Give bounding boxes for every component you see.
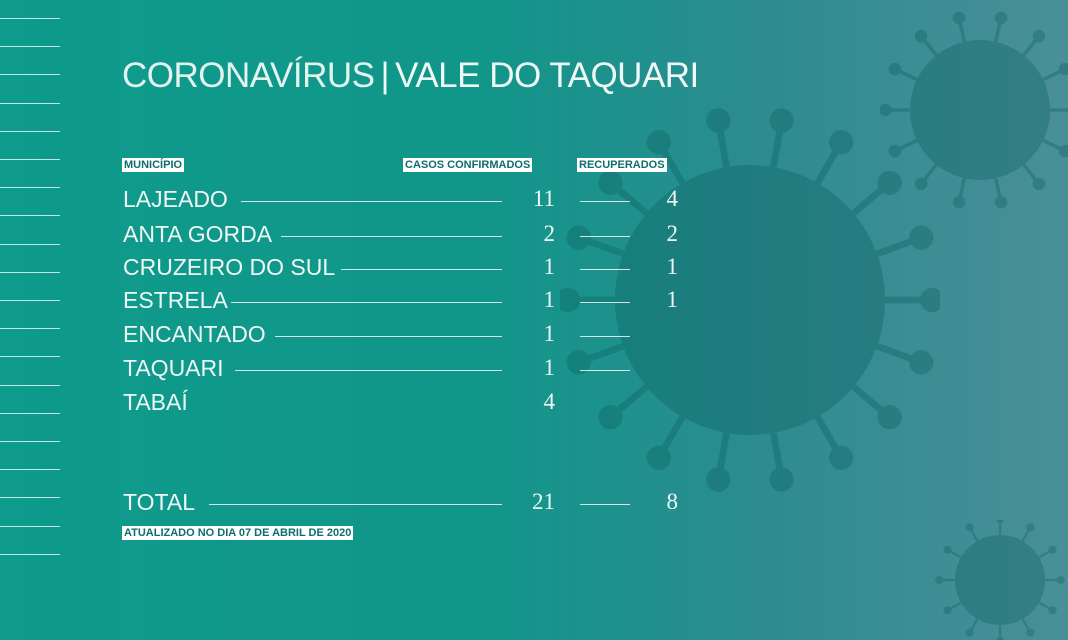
casos-confirmados: 1 [543, 355, 556, 380]
municipio-name: ENCANTADO [123, 321, 266, 347]
table-row: ESTRELA 1 1 [123, 287, 678, 317]
municipio-name: ESTRELA [123, 287, 228, 313]
divider-line [580, 302, 630, 303]
stripe [0, 497, 60, 499]
stripe [0, 243, 60, 245]
stripe [0, 18, 60, 19]
stripe [0, 328, 60, 330]
title-part1: CORONAVÍRUS [122, 56, 375, 95]
stripe [0, 384, 60, 386]
stripe [0, 130, 60, 132]
stripe [0, 46, 60, 48]
stripe [0, 102, 60, 104]
municipio-name: TAQUARI [123, 355, 224, 381]
stripe [0, 159, 60, 160]
recuperados: 4 [666, 186, 679, 211]
stripe [0, 441, 60, 442]
stripe [0, 553, 60, 555]
divider-line [235, 370, 502, 371]
table-row: LAJEADO 11 4 [123, 186, 678, 216]
casos-confirmados: 11 [532, 186, 555, 211]
stripe [0, 525, 60, 527]
stripe [0, 215, 60, 217]
municipio-name: TABAÍ [123, 389, 188, 415]
casos-confirmados: 2 [543, 221, 556, 246]
stripe [0, 356, 60, 358]
total-recuperados: 8 [666, 489, 679, 514]
coronavirus-icon [560, 108, 940, 492]
municipio-name: LAJEADO [123, 186, 228, 212]
coronavirus-icon [935, 520, 1065, 640]
table-row: TAQUARI 1 [123, 355, 678, 385]
casos-confirmados: 1 [543, 321, 556, 346]
divider-line [241, 201, 502, 202]
divider-line [231, 302, 502, 303]
casos-confirmados: 1 [543, 254, 556, 279]
table-row: CRUZEIRO DO SUL 1 1 [123, 254, 678, 284]
stripe [0, 74, 60, 76]
divider-line [209, 504, 502, 505]
recuperados: 1 [666, 254, 679, 279]
stripe [0, 469, 60, 471]
casos-confirmados: 4 [543, 389, 556, 414]
title-part2: VALE DO TAQUARI [395, 56, 699, 95]
table-row: ANTA GORDA 2 2 [123, 221, 678, 251]
stripe [0, 412, 60, 414]
divider-line [281, 236, 502, 237]
header-casos-confirmados: CASOS CONFIRMADOS [403, 158, 533, 172]
municipio-name: CRUZEIRO DO SUL [123, 254, 336, 280]
updated-date: ATUALIZADO NO DIA 07 DE ABRIL DE 2020 [122, 526, 354, 540]
divider-line [580, 269, 630, 270]
page-title: CORONAVÍRUS | VALE DO TAQUARI [122, 56, 699, 96]
stripe [0, 271, 60, 273]
total-row: TOTAL 21 8 [123, 489, 678, 519]
stripe [0, 187, 60, 189]
table-row: ENCANTADO 1 [123, 321, 678, 351]
divider-line [580, 370, 630, 371]
recuperados: 1 [666, 287, 679, 312]
header-recuperados: RECUPERADOS [577, 158, 667, 172]
total-confirmados: 21 [532, 489, 555, 514]
divider-line [580, 236, 630, 237]
header-municipio: MUNICÍPIO [122, 158, 185, 172]
divider-line [580, 201, 630, 202]
casos-confirmados: 1 [543, 287, 556, 312]
coronavirus-icon [880, 11, 1068, 209]
divider-line [275, 336, 502, 337]
divider-line [580, 336, 630, 337]
title-separator: | [380, 56, 390, 95]
stripe [0, 300, 60, 301]
divider-line [341, 269, 502, 270]
municipio-name: ANTA GORDA [123, 221, 273, 247]
recuperados: 2 [666, 221, 679, 246]
divider-line [580, 504, 630, 505]
table-row: TABAÍ 4 [123, 389, 678, 419]
decorative-stripes [0, 0, 60, 580]
total-label: TOTAL [123, 489, 195, 515]
